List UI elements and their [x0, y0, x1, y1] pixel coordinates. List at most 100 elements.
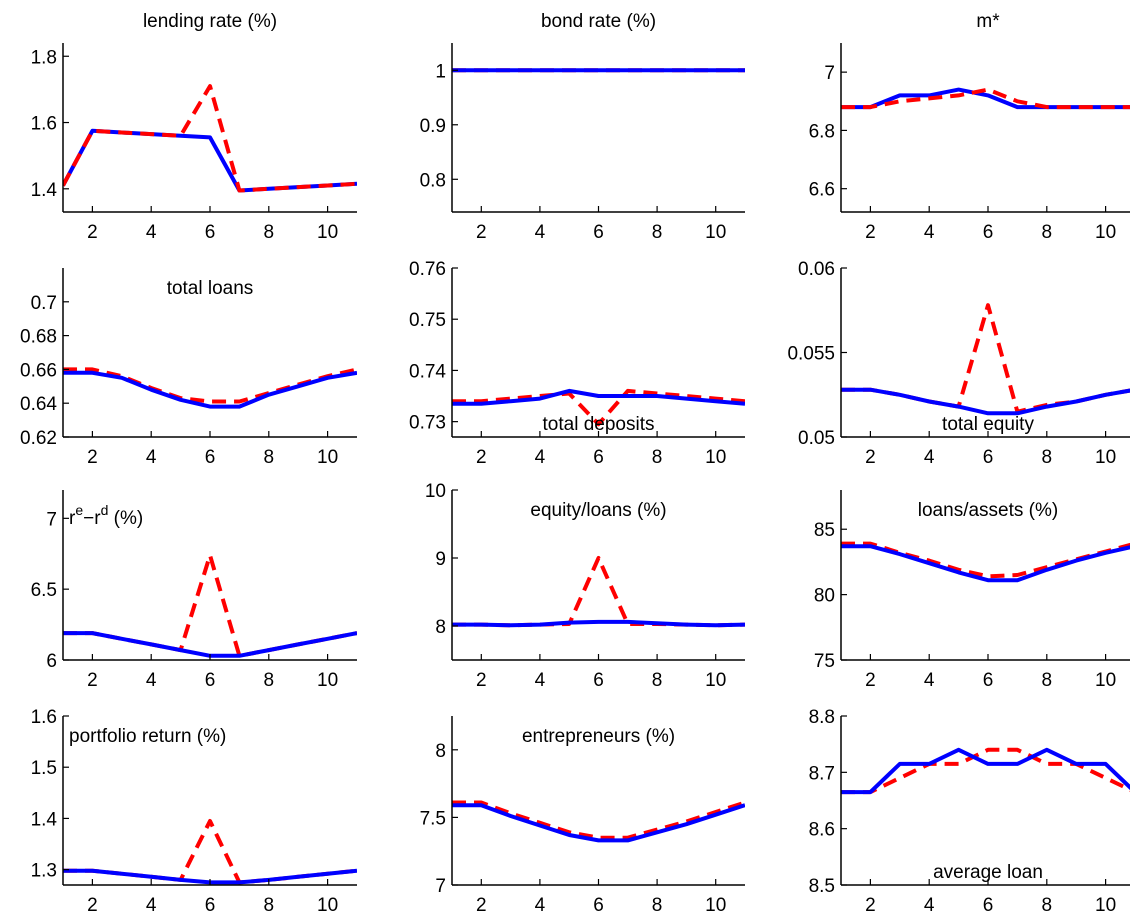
x-tick-label: 4 [146, 895, 157, 916]
x-tick-label: 2 [476, 222, 487, 243]
x-tick-label: 4 [924, 670, 935, 691]
x-tick-label: 2 [865, 895, 876, 916]
x-tick-label: 2 [87, 222, 98, 243]
subplot-title: portfolio return (%) [69, 726, 226, 747]
x-tick-label: 6 [205, 447, 216, 468]
subplot-title: average loan [933, 862, 1043, 883]
series-line-dashed [841, 87, 1130, 110]
subplot-2: 0.8 0.9 1 2 4 6 8 10 bond rate (%) [420, 11, 745, 243]
y-tick-label: 0.64 [20, 394, 57, 415]
x-tick-label: 4 [535, 670, 546, 691]
subplot-title: loans/assets (%) [918, 500, 1058, 521]
subplot-title: total deposits [543, 414, 655, 435]
subplot-11: 7 7.5 8 2 4 6 8 10 entrepreneurs (%) [420, 716, 745, 916]
subplot-3: 6.6 6.8 7 2 4 6 8 10 m* [809, 11, 1130, 243]
y-tick-label: 0.66 [20, 360, 57, 381]
x-tick-label: 2 [87, 670, 98, 691]
y-tick-label: 1.3 [31, 861, 57, 882]
subplot-4: 0.62 0.64 0.66 0.68 0.7 2 4 6 8 10 total loans [20, 268, 357, 468]
series-line-solid [841, 544, 1130, 583]
x-tick-label: 4 [146, 222, 157, 243]
subplot-7: 6 6.5 7 2 4 6 8 10 re−rd (%) [31, 490, 357, 691]
y-tick-label: 1.5 [31, 758, 57, 779]
y-tick-label: 8 [435, 741, 446, 762]
x-tick-label: 10 [1095, 447, 1116, 468]
title-superscript: e [75, 502, 83, 518]
subplot-12: 8.5 8.6 8.7 8.8 2 4 6 8 10 average loan [809, 707, 1130, 916]
title-part: (%) [108, 508, 143, 529]
y-tick-label: 1 [435, 61, 446, 82]
x-tick-label: 2 [476, 670, 487, 691]
subplot-title: entrepreneurs (%) [522, 726, 675, 747]
series-line-dashed [63, 84, 357, 193]
y-tick-label: 75 [814, 651, 835, 672]
series-line-solid [452, 803, 745, 843]
y-tick-label: 80 [814, 586, 835, 607]
series-line-solid [63, 128, 357, 193]
y-tick-label: 6.5 [31, 580, 57, 601]
x-tick-label: 10 [317, 222, 338, 243]
series-line-dashed [452, 556, 745, 628]
x-tick-label: 6 [983, 670, 994, 691]
series-line-solid [841, 387, 1130, 416]
subplot-9: 75 80 85 2 4 6 8 10 loans/assets (%) [814, 490, 1130, 691]
series-line-dashed [841, 747, 1130, 795]
x-tick-label: 8 [264, 670, 275, 691]
x-tick-label: 2 [865, 670, 876, 691]
x-tick-label: 6 [593, 895, 604, 916]
y-tick-label: 0.73 [409, 413, 446, 434]
y-tick-label: 9 [435, 549, 446, 570]
x-tick-label: 10 [705, 222, 726, 243]
y-tick-label: 0.68 [20, 327, 57, 348]
x-tick-label: 4 [924, 222, 935, 243]
x-tick-label: 8 [652, 222, 663, 243]
x-tick-label: 10 [705, 670, 726, 691]
series-line-solid [452, 388, 745, 406]
y-tick-label: 6.6 [809, 180, 835, 201]
y-tick-label: 0.76 [409, 259, 446, 280]
x-tick-label: 8 [264, 222, 275, 243]
y-tick-label: 1.6 [31, 707, 57, 728]
y-tick-label: 0.06 [798, 259, 835, 280]
y-tick-label: 8.6 [809, 820, 835, 841]
x-tick-label: 4 [924, 895, 935, 916]
y-tick-label: 6.8 [809, 121, 835, 142]
x-tick-label: 6 [593, 222, 604, 243]
x-tick-label: 8 [1042, 670, 1053, 691]
x-tick-label: 6 [983, 222, 994, 243]
x-tick-label: 8 [264, 447, 275, 468]
series-line-dashed [841, 303, 1130, 414]
subplot-title: bond rate (%) [541, 11, 656, 32]
x-tick-label: 8 [652, 447, 663, 468]
x-tick-label: 4 [924, 447, 935, 468]
x-tick-label: 2 [476, 895, 487, 916]
subplot-6: 0.05 0.055 0.06 2 4 6 8 10 total equity [787, 259, 1130, 468]
y-tick-label: 7 [824, 63, 835, 84]
x-tick-label: 8 [1042, 895, 1053, 916]
y-tick-label: 0.7 [31, 293, 57, 314]
y-tick-label: 0.9 [420, 116, 446, 137]
y-tick-label: 0.055 [787, 344, 835, 365]
y-tick-label: 8.8 [809, 707, 835, 728]
x-tick-label: 4 [535, 222, 546, 243]
subplot-title: re−rd (%) [69, 502, 143, 529]
y-tick-label: 10 [425, 481, 446, 502]
x-tick-label: 2 [865, 447, 876, 468]
x-tick-label: 6 [593, 447, 604, 468]
subplot-title: total equity [942, 414, 1034, 435]
series-line-solid [452, 619, 745, 628]
x-tick-label: 6 [205, 670, 216, 691]
series-line-solid [841, 87, 1130, 110]
title-part: −r [83, 508, 101, 529]
x-tick-label: 10 [1095, 670, 1116, 691]
x-tick-label: 10 [317, 670, 338, 691]
x-tick-label: 10 [317, 447, 338, 468]
title-part: r [69, 508, 76, 529]
y-tick-label: 1.4 [31, 809, 58, 830]
x-tick-label: 10 [1095, 222, 1116, 243]
x-tick-label: 8 [1042, 222, 1053, 243]
y-tick-label: 7 [435, 876, 446, 897]
series-line-solid [63, 370, 357, 409]
x-tick-label: 4 [535, 447, 546, 468]
